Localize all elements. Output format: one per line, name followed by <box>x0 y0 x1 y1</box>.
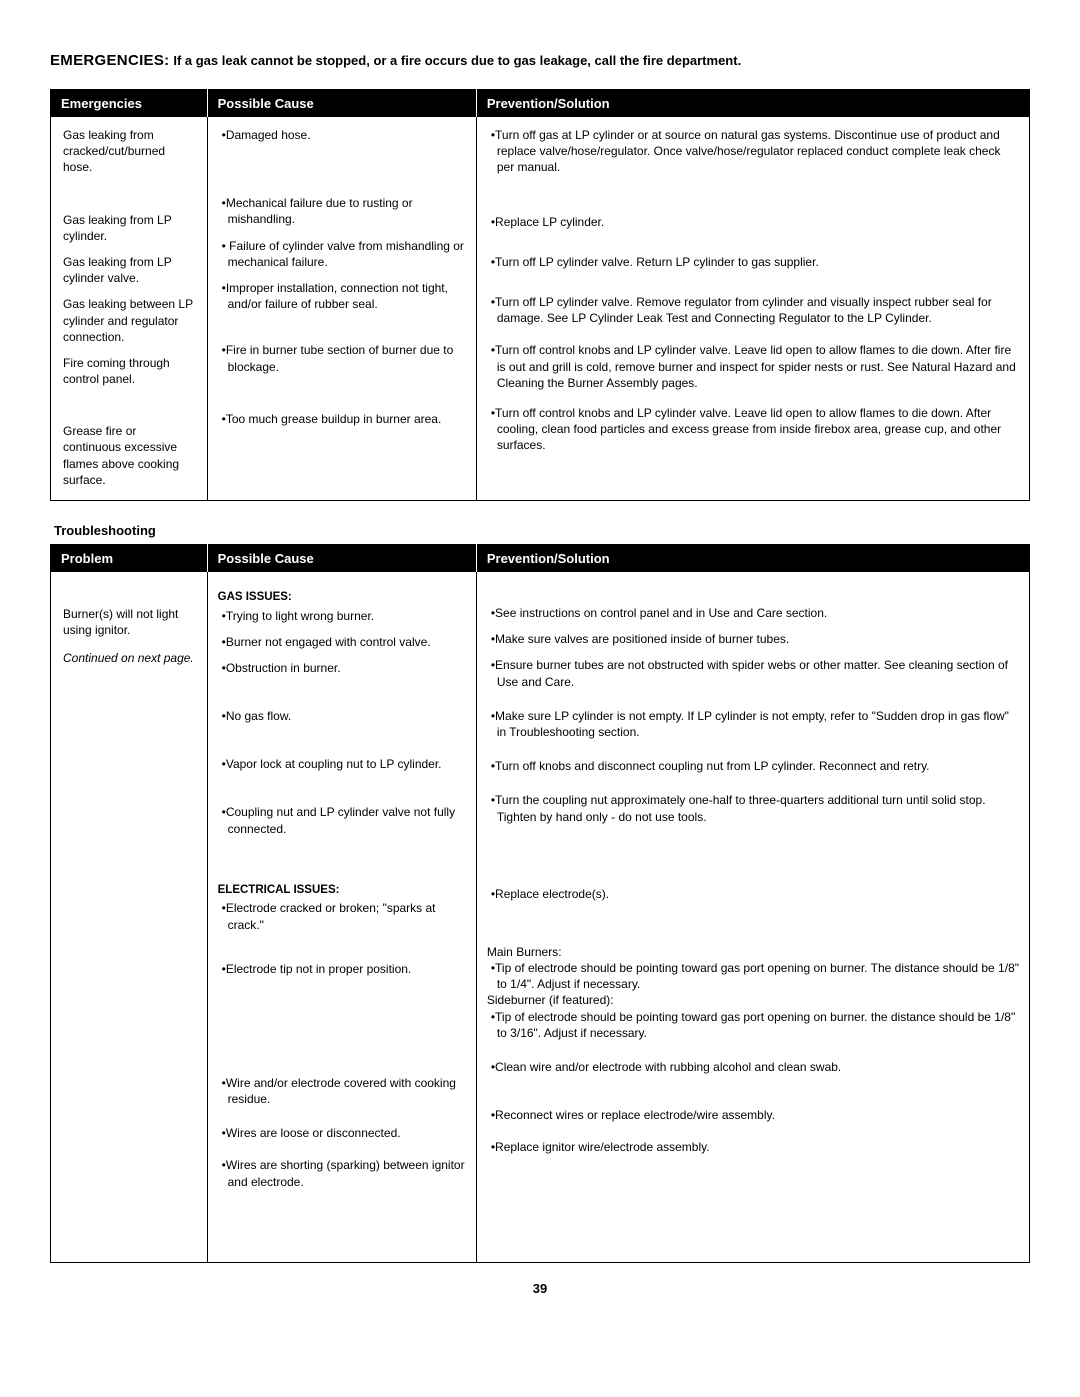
troubleshooting-col1: Burner(s) will not light using ignitor. … <box>51 572 208 1262</box>
t1r0c2: •Damaged hose. <box>218 127 466 143</box>
th-cause2: Possible Cause <box>207 545 476 573</box>
th-solution2: Prevention/Solution <box>476 545 1029 573</box>
g0c2: •Trying to light wrong burner. <box>218 608 466 624</box>
troubleshooting-table: Problem Possible Cause Prevention/Soluti… <box>50 544 1030 1263</box>
t1r5c1: Grease fire or continuous excessive flam… <box>63 423 197 488</box>
page-number: 39 <box>50 1281 1030 1296</box>
g4c2: •Vapor lock at coupling nut to LP cylind… <box>218 756 466 772</box>
e1c3l3: •Tip of electrode should be pointing tow… <box>487 1009 1019 1041</box>
t1r2c1: Gas leaking from LP cylinder valve. <box>63 254 197 286</box>
e1c3-block: Main Burners: •Tip of electrode should b… <box>487 944 1019 1041</box>
g5c2: •Coupling nut and LP cylinder valve not … <box>218 804 466 836</box>
troubleshooting-heading: Troubleshooting <box>54 523 1030 538</box>
emergencies-col3: •Turn off gas at LP cylinder or at sourc… <box>476 117 1029 501</box>
e3c3: •Reconnect wires or replace electrode/wi… <box>487 1107 1019 1123</box>
e3c2: •Wires are loose or disconnected. <box>218 1125 466 1141</box>
e2c2: •Wire and/or electrode covered with cook… <box>218 1075 466 1107</box>
t1r1c2: •Mechanical failure due to rusting or mi… <box>218 195 466 227</box>
t1r4c2: •Fire in burner tube section of burner d… <box>218 342 466 374</box>
g3c3: •Make sure LP cylinder is not empty. If … <box>487 708 1019 740</box>
th-emergencies: Emergencies <box>51 90 208 118</box>
emergencies-col2: •Damaged hose. •Mechanical failure due t… <box>207 117 476 501</box>
e1c3l1: •Tip of electrode should be pointing tow… <box>487 960 1019 992</box>
emergencies-heading: EMERGENCIES: If a gas leak cannot be sto… <box>50 50 1030 71</box>
g1c3: •Make sure valves are positioned inside … <box>487 631 1019 647</box>
e1c3l0: Main Burners: <box>487 944 1019 960</box>
emergencies-table: Emergencies Possible Cause Prevention/So… <box>50 89 1030 501</box>
gas-issues-label: GAS ISSUES: <box>218 590 466 606</box>
g3c2: •No gas flow. <box>218 708 466 724</box>
e1c3l2: Sideburner (if featured): <box>487 992 1019 1008</box>
e0c3: •Replace electrode(s). <box>487 886 1019 902</box>
th-solution: Prevention/Solution <box>476 90 1029 118</box>
problem-text: Burner(s) will not light using ignitor. <box>63 606 197 638</box>
th-problem: Problem <box>51 545 208 573</box>
heading-sub: If a gas leak cannot be stopped, or a fi… <box>173 53 741 68</box>
t1r5c2: •Too much grease buildup in burner area. <box>218 411 466 427</box>
heading-bold: EMERGENCIES: <box>50 52 169 69</box>
t1r3c3: •Turn off LP cylinder valve. Remove regu… <box>487 294 1019 326</box>
t1r0c1: Gas leaking from cracked/cut/burned hose… <box>63 127 197 176</box>
t1r0c3: •Turn off gas at LP cylinder or at sourc… <box>487 127 1019 176</box>
elec-issues-label: ELECTRICAL ISSUES: <box>218 883 466 899</box>
t1r4c3: •Turn off control knobs and LP cylinder … <box>487 342 1019 391</box>
t1r1c3: •Replace LP cylinder. <box>487 214 1019 230</box>
t1r2c3: •Turn off LP cylinder valve. Return LP c… <box>487 254 1019 270</box>
e2c3: •Clean wire and/or electrode with rubbin… <box>487 1059 1019 1075</box>
g2c3: •Ensure burner tubes are not obstructed … <box>487 657 1019 689</box>
t1r5c3: •Turn off control knobs and LP cylinder … <box>487 405 1019 454</box>
t1r2c2: • Failure of cylinder valve from mishand… <box>218 238 466 270</box>
continued-text: Continued on next page. <box>63 650 197 666</box>
e1c2: •Electrode tip not in proper position. <box>218 961 466 977</box>
g5c3: •Turn the coupling nut approximately one… <box>487 792 1019 824</box>
troubleshooting-col3: •See instructions on control panel and i… <box>476 572 1029 1262</box>
emergencies-col1: Gas leaking from cracked/cut/burned hose… <box>51 117 208 501</box>
g0c3: •See instructions on control panel and i… <box>487 605 1019 621</box>
e4c3: •Replace ignitor wire/electrode assembly… <box>487 1139 1019 1155</box>
t1r3c1: Gas leaking between LP cylinder and regu… <box>63 296 197 345</box>
g4c3: •Turn off knobs and disconnect coupling … <box>487 758 1019 774</box>
troubleshooting-col2: GAS ISSUES: •Trying to light wrong burne… <box>207 572 476 1262</box>
t1r4c1: Fire coming through control panel. <box>63 355 197 387</box>
t1r3c2: •Improper installation, connection not t… <box>218 280 466 312</box>
g2c2: •Obstruction in burner. <box>218 660 466 676</box>
t1r1c1: Gas leaking from LP cylinder. <box>63 212 197 244</box>
e4c2: •Wires are shorting (sparking) between i… <box>218 1157 466 1189</box>
g1c2: •Burner not engaged with control valve. <box>218 634 466 650</box>
e0c2: •Electrode cracked or broken; "sparks at… <box>218 900 466 932</box>
th-cause: Possible Cause <box>207 90 476 118</box>
